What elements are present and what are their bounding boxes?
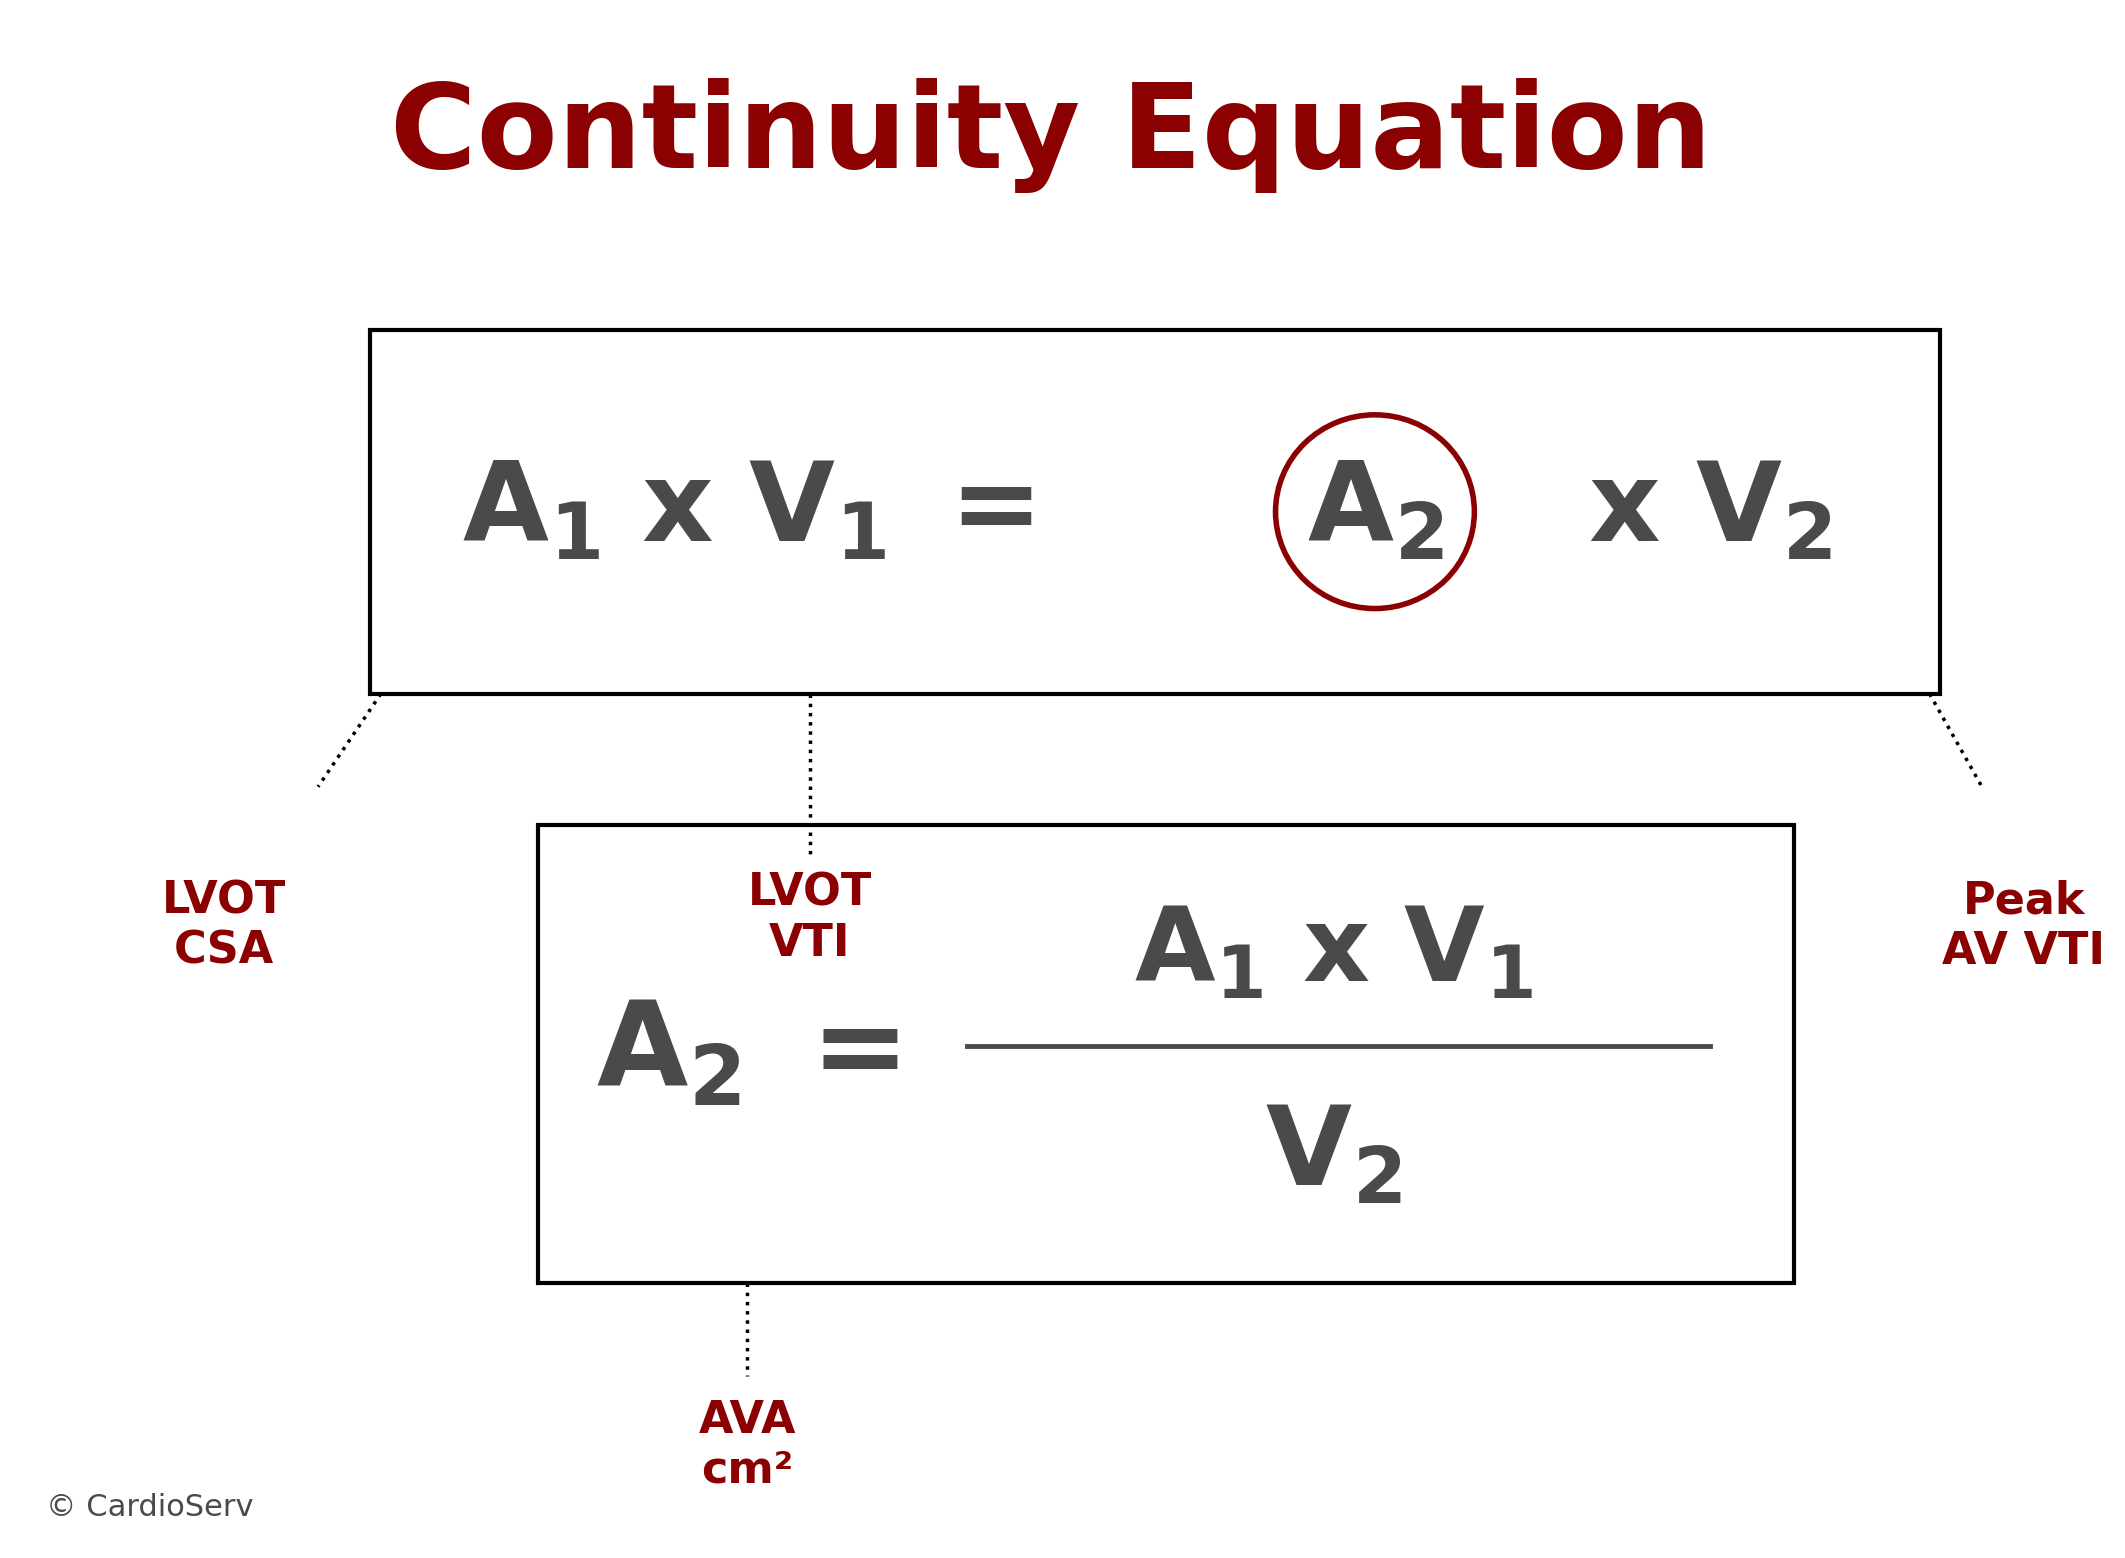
Text: $\mathbf{A_2}$: $\mathbf{A_2}$ bbox=[1307, 458, 1443, 566]
Text: LVOT
CSA: LVOT CSA bbox=[162, 880, 287, 972]
Text: $\mathbf{x\ V_2}$: $\mathbf{x\ V_2}$ bbox=[1587, 458, 1832, 566]
Text: Peak
AV VTI: Peak AV VTI bbox=[1942, 880, 2106, 972]
FancyBboxPatch shape bbox=[538, 826, 1794, 1282]
Text: $\mathbf{A_2\ =}$: $\mathbf{A_2\ =}$ bbox=[595, 997, 899, 1111]
Text: $\mathbf{A_1}$ $\mathbf{x}$ $\mathbf{V_1}$ $\mathbf{=}$: $\mathbf{A_1}$ $\mathbf{x}$ $\mathbf{V_1… bbox=[461, 458, 1033, 566]
Text: $\mathbf{A_1\ x\ V_1}$: $\mathbf{A_1\ x\ V_1}$ bbox=[1133, 902, 1532, 1003]
Text: Continuity Equation: Continuity Equation bbox=[389, 78, 1711, 193]
Text: $\mathbf{V_2}$: $\mathbf{V_2}$ bbox=[1264, 1102, 1400, 1209]
Text: LVOT
VTI: LVOT VTI bbox=[748, 872, 871, 964]
FancyBboxPatch shape bbox=[370, 330, 1940, 693]
Text: © CardioServ: © CardioServ bbox=[47, 1493, 253, 1522]
Text: AVA
cm²: AVA cm² bbox=[699, 1399, 797, 1491]
